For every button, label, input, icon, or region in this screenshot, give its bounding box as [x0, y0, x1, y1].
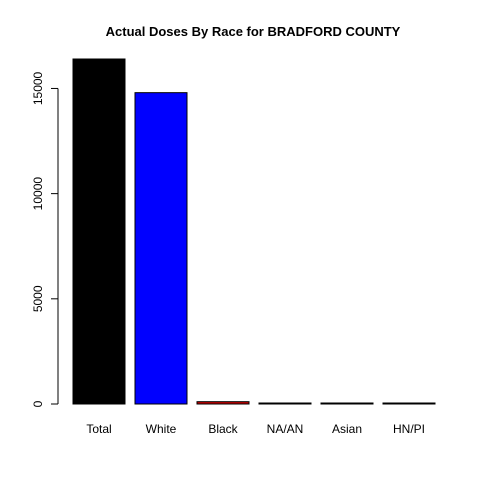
- bar-na-an: [258, 402, 312, 405]
- y-tick-label: 0: [31, 400, 45, 407]
- y-tick-label: 5000: [31, 285, 45, 312]
- y-tick-label: 15000: [31, 71, 45, 105]
- y-axis: 0 5000 10000 15000: [31, 71, 59, 407]
- bars: [72, 58, 436, 405]
- x-tick-label: White: [146, 422, 177, 436]
- bar-black: [196, 401, 250, 405]
- x-tick-label: Black: [208, 422, 238, 436]
- bar-total: [72, 58, 126, 405]
- y-tick-label: 10000: [31, 177, 45, 211]
- chart-title: Actual Doses By Race for BRADFORD COUNTY: [106, 24, 401, 39]
- bar-white: [134, 92, 188, 405]
- x-tick-label: NA/AN: [267, 422, 304, 436]
- x-tick-label: HN/PI: [393, 422, 425, 436]
- x-tick-label: Asian: [332, 422, 362, 436]
- x-axis-labels: Total White Black NA/AN Asian HN/PI: [86, 422, 425, 436]
- bar-hn-pi: [382, 402, 436, 405]
- x-tick-label: Total: [86, 422, 111, 436]
- bar-asian: [320, 402, 374, 405]
